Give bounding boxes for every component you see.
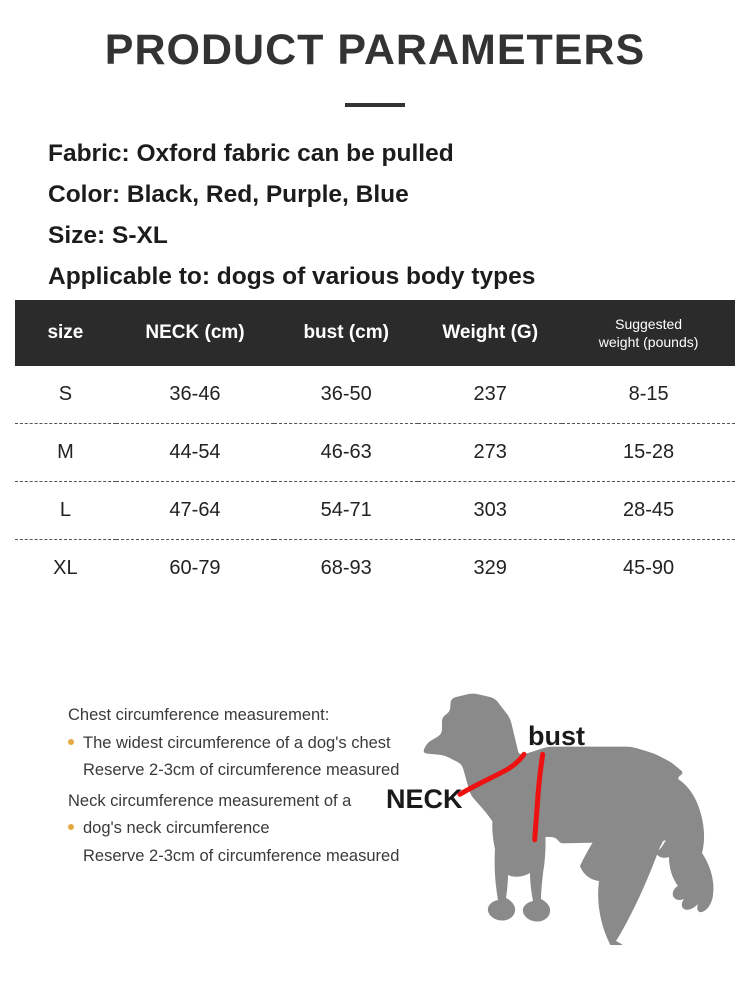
svg-text:NECK: NECK <box>386 784 463 814</box>
svg-text:bust: bust <box>528 721 585 751</box>
